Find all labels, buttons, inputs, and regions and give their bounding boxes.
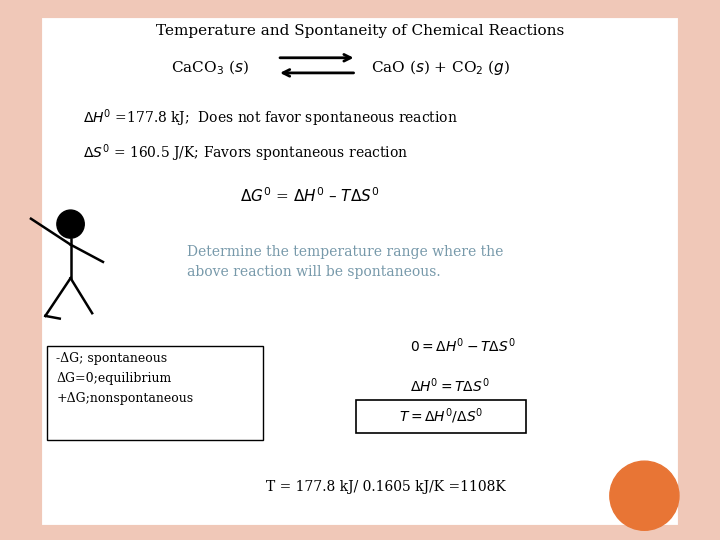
Text: $\Delta G^0$ = $\Delta H^0$ – $T\Delta S^0$: $\Delta G^0$ = $\Delta H^0$ – $T\Delta S… bbox=[240, 186, 379, 205]
Text: CaO ($s$) + CO$_2$ ($g$): CaO ($s$) + CO$_2$ ($g$) bbox=[371, 58, 510, 77]
Text: Temperature and Spontaneity of Chemical Reactions: Temperature and Spontaneity of Chemical … bbox=[156, 24, 564, 38]
Text: T = 177.8 kJ/ 0.1605 kJ/K =1108K: T = 177.8 kJ/ 0.1605 kJ/K =1108K bbox=[266, 480, 506, 494]
Text: $\Delta S^0$ = 160.5 J/K; Favors spontaneous reaction: $\Delta S^0$ = 160.5 J/K; Favors spontan… bbox=[83, 143, 408, 164]
Text: $\Delta H^0$ =177.8 kJ;  Does not favor spontaneous reaction: $\Delta H^0$ =177.8 kJ; Does not favor s… bbox=[83, 107, 458, 129]
Text: $T=\Delta H^0/\Delta S^0$: $T=\Delta H^0/\Delta S^0$ bbox=[399, 407, 483, 426]
Ellipse shape bbox=[610, 461, 679, 530]
Bar bbox=[356, 400, 526, 433]
Text: Determine the temperature range where the
above reaction will be spontaneous.: Determine the temperature range where th… bbox=[187, 245, 503, 279]
Text: $0  = \Delta H^0 - T\Delta S^0$: $0 = \Delta H^0 - T\Delta S^0$ bbox=[410, 336, 516, 355]
Text: -ΔG; spontaneous
ΔG=0;equilibrium
+ΔG;nonspontaneous: -ΔG; spontaneous ΔG=0;equilibrium +ΔG;no… bbox=[56, 352, 193, 405]
Ellipse shape bbox=[57, 210, 84, 238]
Bar bbox=[47, 346, 263, 440]
Bar bbox=[40, 16, 680, 526]
Text: CaCO$_3$ ($s$): CaCO$_3$ ($s$) bbox=[171, 58, 248, 77]
Text: $\Delta H^0 = T\Delta S^0$: $\Delta H^0 = T\Delta S^0$ bbox=[410, 377, 490, 395]
